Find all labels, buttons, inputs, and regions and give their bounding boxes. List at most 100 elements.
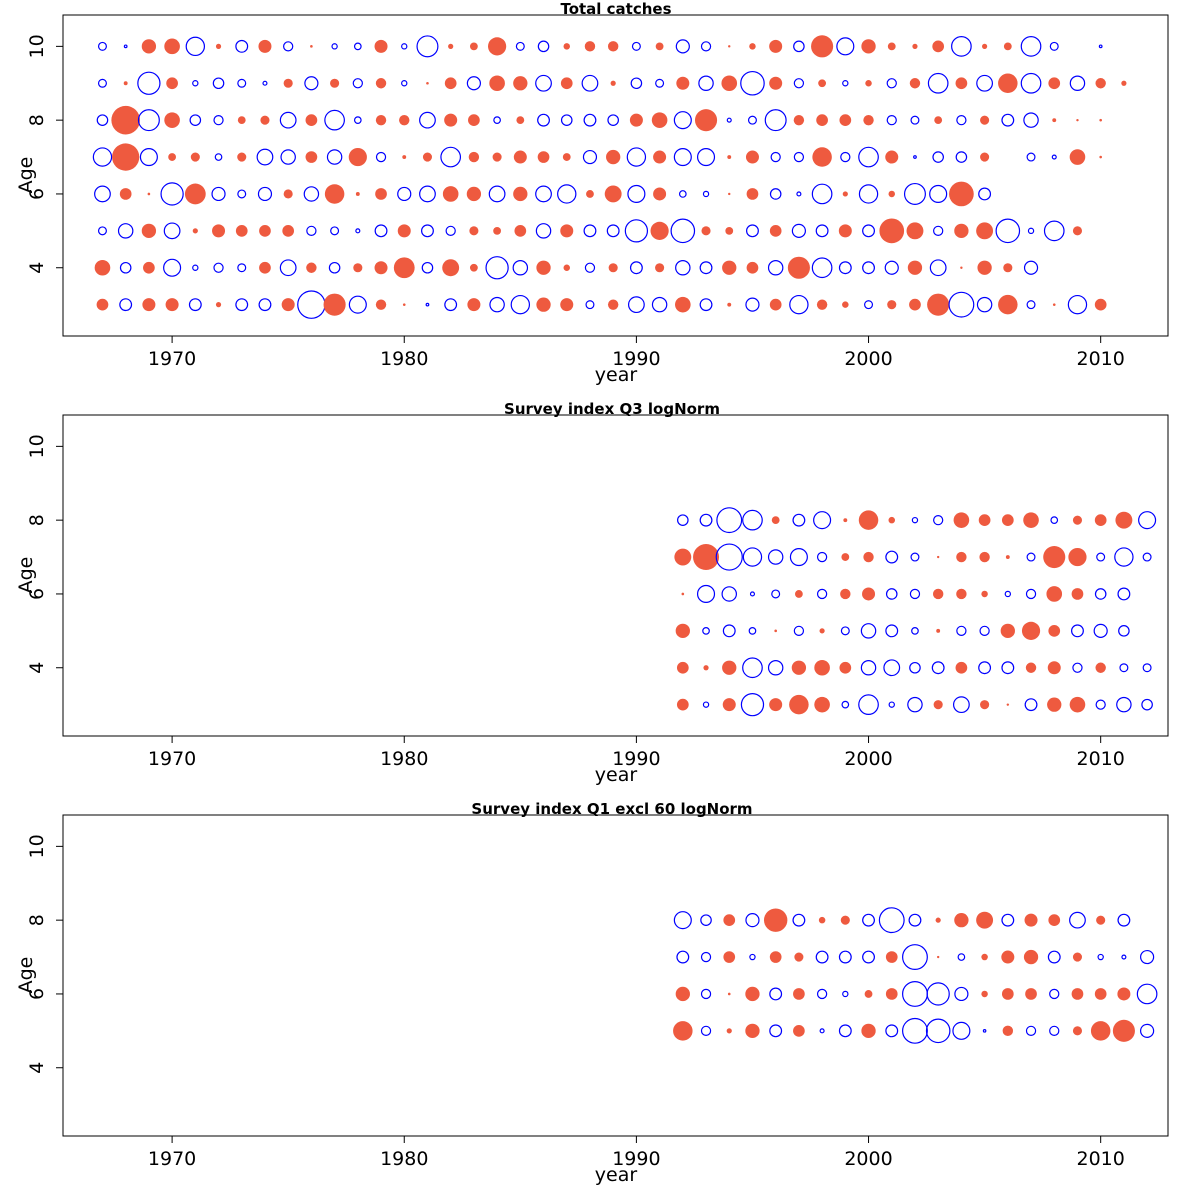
positive-residual-bubble	[442, 259, 460, 277]
negative-residual-bubble	[1027, 227, 1035, 235]
positive-residual-bubble	[168, 153, 177, 161]
positive-residual-bubble	[444, 77, 457, 90]
positive-residual-bubble	[536, 260, 551, 275]
negative-residual-bubble	[510, 294, 531, 315]
negative-residual-bubble	[749, 953, 756, 961]
negative-residual-bubble	[902, 1017, 928, 1044]
positive-residual-bubble	[861, 39, 876, 54]
positive-residual-bubble	[981, 990, 988, 998]
positive-residual-bubble	[448, 43, 454, 49]
negative-residual-bubble	[466, 76, 481, 91]
negative-residual-bubble	[976, 74, 994, 92]
positive-residual-bubble	[1043, 546, 1066, 569]
negative-residual-bubble	[771, 589, 781, 599]
negative-residual-bubble	[535, 185, 552, 203]
negative-residual-bubble	[139, 148, 158, 167]
positive-residual-bubble	[1072, 226, 1083, 236]
positive-residual-bubble	[936, 555, 940, 559]
positive-residual-bubble	[560, 298, 574, 312]
negative-residual-bubble	[237, 263, 247, 273]
panel-title: Survey index Q1 excl 60 logNorm	[471, 800, 752, 818]
negative-residual-bubble	[537, 40, 550, 53]
y-tick-label: 8	[26, 114, 48, 126]
x-tick-label: 2010	[1076, 348, 1124, 370]
negative-residual-bubble	[1140, 1023, 1155, 1038]
positive-residual-bubble	[980, 700, 990, 710]
negative-residual-bubble	[1121, 954, 1127, 960]
negative-residual-bubble	[1138, 511, 1157, 530]
positive-residual-bubble	[426, 81, 429, 85]
negative-residual-bubble	[279, 111, 297, 129]
positive-residual-bubble	[1071, 588, 1084, 600]
negative-residual-bubble	[1025, 1025, 1037, 1036]
positive-residual-bubble	[818, 916, 826, 924]
positive-residual-bubble	[793, 988, 805, 1000]
positive-residual-bubble	[563, 43, 570, 50]
x-tick-label: 1970	[148, 348, 196, 370]
negative-residual-bubble	[952, 696, 970, 714]
negative-residual-bubble	[747, 115, 757, 125]
negative-residual-bubble	[878, 907, 905, 934]
negative-residual-bubble	[328, 261, 341, 274]
positive-residual-bubble	[165, 298, 179, 312]
positive-residual-bubble	[1095, 78, 1106, 89]
negative-residual-bubble	[1026, 152, 1036, 162]
positive-residual-bubble	[375, 299, 387, 310]
negative-residual-bubble	[279, 259, 297, 277]
positive-residual-bubble	[1001, 950, 1015, 964]
positive-residual-bubble	[791, 660, 807, 675]
negative-residual-bubble	[888, 701, 895, 708]
negative-residual-bubble	[1116, 696, 1132, 713]
negative-residual-bubble	[212, 77, 225, 90]
positive-residual-bubble	[375, 78, 387, 89]
positive-residual-bubble	[769, 224, 782, 237]
positive-residual-bubble	[728, 192, 731, 196]
negative-residual-bubble	[792, 513, 806, 527]
positive-residual-bubble	[771, 516, 780, 525]
positive-residual-bubble	[1047, 661, 1061, 675]
negative-residual-bubble	[767, 259, 784, 276]
positive-residual-bubble	[1048, 77, 1061, 90]
negative-residual-bubble	[976, 296, 993, 313]
positive-residual-bubble	[722, 660, 737, 675]
negative-residual-bubble	[1142, 663, 1152, 673]
positive-residual-bubble	[562, 153, 571, 161]
negative-residual-bubble	[838, 261, 852, 275]
positive-residual-bubble	[746, 261, 759, 274]
x-axis: 1970 1980 1990 2000 2010	[148, 1136, 1125, 1170]
negative-residual-bubble	[979, 625, 990, 636]
negative-residual-bubble	[770, 151, 781, 163]
positive-residual-bubble	[1068, 547, 1087, 567]
negative-residual-bubble	[1142, 552, 1152, 562]
negative-residual-bubble	[324, 109, 345, 131]
positive-residual-bubble	[355, 191, 360, 196]
positive-residual-bubble	[812, 147, 832, 167]
positive-residual-bubble	[676, 76, 690, 90]
negative-residual-bubble	[982, 1029, 987, 1033]
negative-residual-bubble	[700, 988, 712, 1000]
positive-residual-bubble	[885, 150, 899, 164]
negative-residual-bubble	[119, 298, 133, 312]
positive-residual-bubble	[1115, 511, 1133, 529]
negative-residual-bubble	[927, 72, 949, 94]
negative-residual-bubble	[1119, 663, 1129, 673]
positive-residual-bubble	[237, 152, 247, 162]
negative-residual-bubble	[352, 78, 363, 89]
positive-residual-bubble	[936, 628, 941, 633]
panel-survey-q1: Survey index Q1 excl 60 logNorm 1970 1980…	[15, 800, 1169, 1186]
negative-residual-bubble	[842, 80, 849, 87]
negative-residual-bubble	[815, 950, 829, 964]
positive-residual-bubble	[840, 588, 851, 600]
y-tick-label: 6	[26, 188, 48, 200]
positive-residual-bubble	[816, 299, 828, 310]
negative-residual-bubble	[1049, 988, 1060, 1000]
negative-residual-bubble	[886, 115, 897, 126]
positive-residual-bubble	[746, 188, 759, 200]
x-tick-label: 1990	[612, 1148, 660, 1170]
negative-residual-bubble	[1026, 552, 1036, 562]
positive-residual-bubble	[1052, 303, 1056, 306]
positive-residual-bubble	[1023, 512, 1039, 528]
negative-residual-bubble	[258, 298, 272, 312]
negative-residual-bubble	[696, 584, 716, 603]
positive-residual-bubble	[723, 951, 736, 963]
